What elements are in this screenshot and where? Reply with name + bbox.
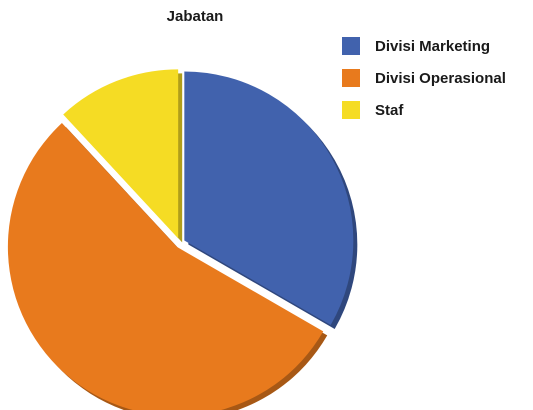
legend-label-divisi-marketing: Divisi Marketing bbox=[375, 37, 491, 55]
pie-slice-divisi-operasional bbox=[7, 123, 324, 410]
legend-label-divisi-operasional: Divisi Operasional bbox=[375, 69, 506, 87]
chart-legend: Divisi Marketing Divisi Operasional Staf bbox=[342, 37, 506, 133]
legend-swatch-divisi-operasional bbox=[342, 69, 360, 87]
pie-slice-staf bbox=[63, 69, 179, 239]
chart-title: Jabatan bbox=[166, 8, 224, 25]
pie-slice-divisi-marketing bbox=[184, 71, 354, 325]
legend-item-divisi-operasional: Divisi Operasional bbox=[342, 69, 506, 87]
legend-swatch-staf bbox=[342, 101, 360, 119]
legend-label-staf: Staf bbox=[375, 101, 404, 119]
legend-swatch-divisi-marketing bbox=[342, 37, 360, 55]
legend-item-staf: Staf bbox=[342, 101, 506, 119]
legend-item-divisi-marketing: Divisi Marketing bbox=[342, 37, 506, 55]
